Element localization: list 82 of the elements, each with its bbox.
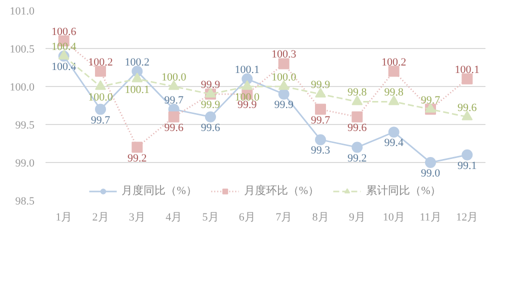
point — [388, 126, 400, 138]
data-label: 100.0 — [271, 72, 297, 84]
data-label: 99.7 — [164, 94, 184, 106]
x-tick-label: 5月 — [202, 212, 219, 224]
data-label: 100.1 — [234, 64, 260, 76]
point — [352, 111, 363, 122]
x-tick-label: 8月 — [312, 212, 329, 224]
x-tick-label: 4月 — [166, 212, 182, 224]
data-label: 99.9 — [310, 79, 331, 92]
point — [352, 95, 363, 106]
x-tick-label: 11月 — [420, 212, 442, 224]
data-label: 99.7 — [420, 94, 441, 106]
x-tick-label: 6月 — [238, 212, 256, 224]
data-label: 99.6 — [164, 122, 184, 134]
x-tick-label: 10月 — [382, 212, 405, 224]
x-tick-label: 3月 — [128, 212, 146, 224]
data-label: 99.0 — [420, 168, 441, 180]
data-label: 99.3 — [310, 144, 331, 157]
data-label: 99.6 — [348, 122, 368, 134]
data-label: 100.1 — [124, 84, 150, 96]
data-label: 99.8 — [384, 86, 404, 99]
point — [315, 134, 326, 146]
data-label: 100.0 — [161, 72, 187, 84]
point — [315, 88, 326, 98]
y-tick-label: 99.0 — [15, 158, 35, 170]
data-label: 100.0 — [88, 92, 114, 104]
point — [352, 142, 363, 153]
legend-label: 月度环比（%） — [244, 184, 320, 198]
x-tick-label: 12月 — [456, 212, 478, 224]
data-label: 100.2 — [88, 56, 113, 68]
point — [95, 104, 106, 115]
y-tick-label: 101.0 — [10, 6, 35, 18]
data-label: 100.3 — [271, 48, 297, 61]
point — [95, 80, 106, 90]
data-label: 99.9 — [238, 99, 258, 112]
legend-label: 月度同比（%） — [122, 184, 197, 198]
data-label: 99.1 — [458, 160, 477, 172]
point — [132, 142, 143, 153]
point — [168, 111, 180, 122]
data-label: 99.4 — [384, 137, 404, 150]
y-tick-label: 98.5 — [15, 196, 35, 208]
data-label: 99.9 — [200, 99, 221, 112]
data-label: 99.6 — [458, 102, 478, 114]
point — [315, 104, 326, 115]
data-label: 100.4 — [51, 41, 77, 54]
data-label: 100.2 — [381, 56, 406, 68]
point — [388, 95, 400, 106]
point — [278, 88, 290, 100]
point — [388, 66, 400, 77]
x-tick-label: 7月 — [276, 212, 292, 224]
y-tick-label: 99.5 — [15, 120, 35, 132]
point — [462, 110, 473, 120]
y-tick-label: 100.5 — [10, 44, 35, 56]
data-label: 99.9 — [274, 99, 294, 112]
point — [168, 80, 180, 90]
x-tick-label: 1月 — [56, 212, 72, 224]
point — [132, 72, 143, 82]
point — [95, 66, 106, 77]
data-label: 99.8 — [348, 86, 368, 99]
data-label: 100.4 — [51, 61, 77, 74]
x-tick-label: 2月 — [92, 212, 109, 224]
point — [425, 157, 436, 168]
point — [278, 80, 290, 90]
data-label: 99.7 — [310, 114, 331, 126]
point — [278, 58, 290, 70]
point — [462, 73, 473, 84]
point — [462, 149, 473, 160]
data-label: 99.2 — [348, 152, 367, 164]
data-label: 99.9 — [200, 79, 221, 92]
data-label: 100.6 — [51, 26, 77, 38]
data-label: 99.7 — [90, 114, 111, 126]
legend-label: 累计同比（%） — [366, 184, 442, 198]
point — [242, 80, 253, 90]
point — [58, 50, 70, 60]
data-label: 99.6 — [200, 122, 221, 134]
data-label: 99.2 — [128, 152, 147, 164]
x-tick-label: 9月 — [348, 212, 366, 224]
point — [205, 88, 216, 98]
data-label: 100.2 — [124, 56, 150, 68]
point — [205, 111, 216, 122]
data-label: 100.1 — [454, 64, 480, 76]
y-tick-label: 100.0 — [10, 82, 35, 94]
